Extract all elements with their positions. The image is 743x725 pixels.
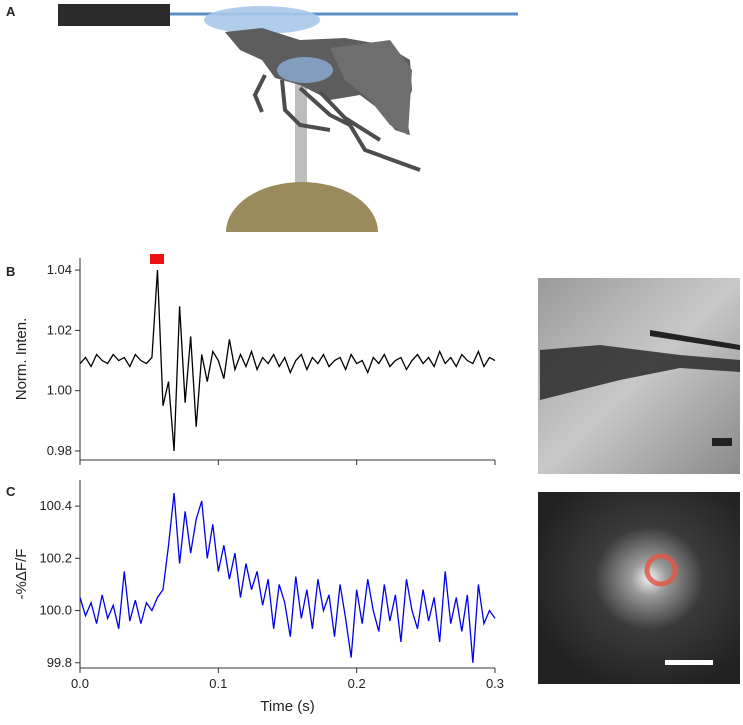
fluorescence-image: [538, 492, 740, 684]
y-tick-label: 1.02: [47, 322, 72, 337]
y-tick-label: 99.8: [47, 655, 72, 670]
y-tick-label: 100.2: [39, 550, 72, 565]
data-line: [79, 270, 496, 452]
y-axis-title: -%ΔF/F: [13, 549, 30, 600]
y-tick-label: 100.0: [39, 603, 72, 618]
setup-illustration: [58, 4, 518, 232]
y-tick-label: 0.98: [47, 443, 72, 458]
y-tick-label: 1.00: [47, 383, 72, 398]
y-axis-title: Norm. Inten.: [13, 318, 30, 401]
x-axis-title: Time (s): [260, 698, 314, 715]
panel-label: A: [6, 4, 16, 19]
panel-label: C: [6, 484, 16, 499]
panel-label: B: [6, 264, 15, 279]
brightfield-image: [538, 278, 740, 474]
x-tick-label: 0.2: [348, 676, 366, 691]
x-tick-label: 0.0: [71, 676, 89, 691]
data-line: [79, 492, 496, 663]
x-tick-label: 0.3: [486, 676, 504, 691]
stimulus-marker: [150, 254, 164, 264]
x-tick-label: 0.1: [209, 676, 227, 691]
y-tick-label: 100.4: [39, 498, 72, 513]
y-tick-label: 1.04: [47, 262, 72, 277]
